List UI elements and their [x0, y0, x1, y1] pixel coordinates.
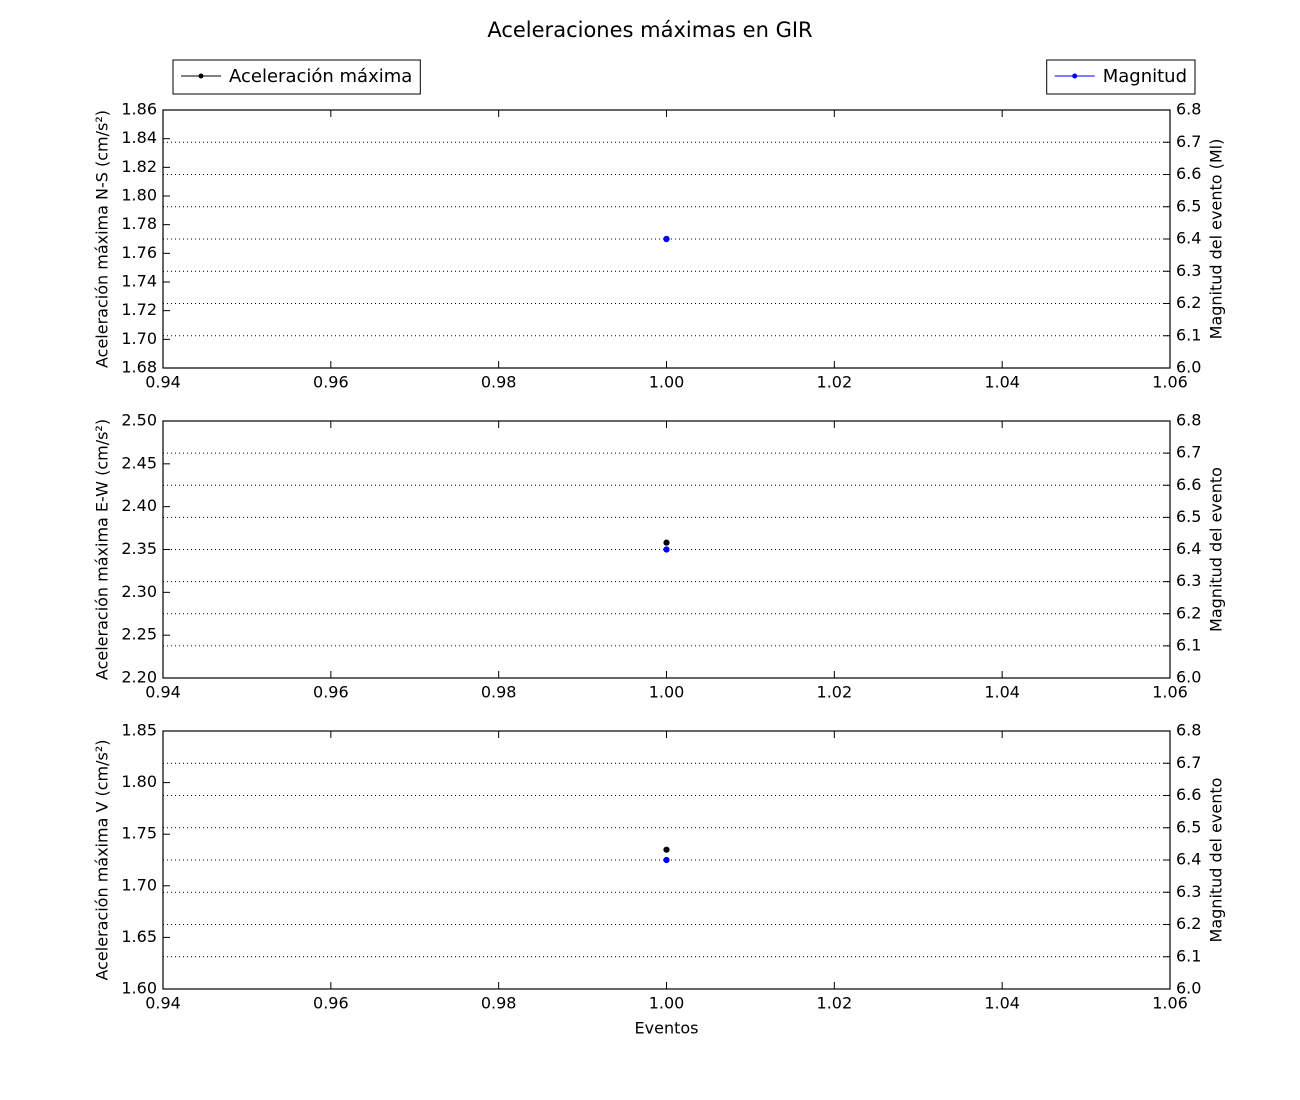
y2-tick-label: 6.2 — [1176, 293, 1201, 312]
y2-tick-label: 6.3 — [1176, 571, 1201, 590]
x-tick-label: 0.96 — [313, 683, 349, 702]
plot-frame — [162, 109, 1171, 369]
x-tick-label: 0.94 — [145, 994, 181, 1013]
x-tick-label: 0.96 — [313, 373, 349, 392]
y-axis-label: Aceleración máxima E-W (cm/s²) — [93, 419, 112, 680]
legend-box — [1046, 59, 1196, 95]
y-tick-label: 2.20 — [121, 668, 157, 687]
y2-tick-label: 6.8 — [1176, 100, 1201, 119]
y2-tick-label: 6.3 — [1176, 261, 1201, 280]
y-tick-label: 1.78 — [121, 214, 157, 233]
y2-tick-label: 6.7 — [1176, 443, 1201, 462]
plot-frame — [162, 420, 1171, 679]
y2-tick-label: 6.8 — [1176, 721, 1201, 740]
y2-tick-label: 6.7 — [1176, 132, 1201, 151]
y2-tick-label: 6.8 — [1176, 411, 1201, 430]
x-tick-label: 1.00 — [649, 683, 685, 702]
x-tick-label: 1.04 — [984, 994, 1020, 1013]
y2-tick-label: 6.5 — [1176, 817, 1201, 836]
y2-tick-label: 6.2 — [1176, 914, 1201, 933]
x-tick-label: 1.04 — [984, 373, 1020, 392]
x-tick-label: 0.98 — [481, 994, 517, 1013]
y-tick-label: 1.68 — [121, 358, 157, 377]
y2-tick-label: 6.6 — [1176, 164, 1201, 183]
y-tick-label: 1.75 — [121, 824, 157, 843]
y-tick-label: 2.50 — [121, 411, 157, 430]
data-point — [663, 539, 670, 546]
x-tick-label: 0.94 — [145, 683, 181, 702]
y2-tick-label: 6.0 — [1176, 358, 1201, 377]
x-tick-label: 1.06 — [1152, 994, 1188, 1013]
x-tick-label: 1.02 — [817, 994, 853, 1013]
plot-frame — [162, 730, 1171, 990]
y2-tick-label: 6.4 — [1176, 539, 1201, 558]
chart-title: Aceleraciones máximas en GIR — [487, 18, 812, 42]
y-tick-label: 1.65 — [121, 927, 157, 946]
y-tick-label: 1.70 — [121, 875, 157, 894]
x-tick-label: 0.98 — [481, 373, 517, 392]
y2-tick-label: 6.1 — [1176, 635, 1201, 654]
data-point — [663, 235, 670, 243]
legend-label: Magnitud — [1103, 66, 1187, 87]
y-tick-label: 1.72 — [121, 300, 157, 319]
y-tick-label: 1.70 — [121, 329, 157, 348]
x-tick-label: 0.98 — [481, 683, 517, 702]
x-tick-label: 0.94 — [145, 373, 181, 392]
y-tick-label: 1.74 — [121, 272, 157, 291]
y2-tick-label: 6.1 — [1176, 325, 1201, 344]
x-tick-label: 1.00 — [649, 994, 685, 1013]
x-tick-label: 1.04 — [984, 683, 1020, 702]
y2-tick-label: 6.0 — [1176, 979, 1201, 998]
y2-tick-label: 6.4 — [1176, 229, 1201, 248]
legend-box — [172, 59, 421, 95]
y-tick-label: 2.45 — [121, 453, 157, 472]
y2-tick-label: 6.2 — [1176, 603, 1201, 622]
y2-tick-label: 6.5 — [1176, 196, 1201, 215]
legend-label: Aceleración máxima — [229, 66, 412, 87]
y2-axis-label: Magnitud del evento — [1207, 778, 1226, 943]
data-point — [663, 546, 670, 553]
y-tick-label: 2.35 — [121, 539, 157, 558]
data-point — [663, 846, 670, 853]
y-axis-label: Aceleración máxima V (cm/s²) — [93, 739, 112, 980]
y-tick-label: 1.85 — [121, 721, 157, 740]
x-tick-label: 1.02 — [817, 683, 853, 702]
x-tick-label: 1.06 — [1152, 683, 1188, 702]
y-tick-label: 1.86 — [121, 100, 157, 119]
x-tick-label: 1.06 — [1152, 373, 1188, 392]
y2-tick-label: 6.4 — [1176, 850, 1201, 869]
y-tick-label: 1.80 — [121, 772, 157, 791]
legend: Aceleración máxima — [172, 59, 421, 95]
y-tick-label: 2.30 — [121, 582, 157, 601]
y-tick-label: 2.25 — [121, 625, 157, 644]
y-tick-label: 1.80 — [121, 186, 157, 205]
y-tick-label: 1.84 — [121, 128, 157, 147]
legend-marker — [1072, 73, 1078, 79]
y-tick-label: 2.40 — [121, 496, 157, 515]
y-tick-label: 1.82 — [121, 157, 157, 176]
y2-tick-label: 6.7 — [1176, 753, 1201, 772]
legend-marker — [198, 73, 204, 79]
y2-tick-label: 6.5 — [1176, 507, 1201, 526]
y2-axis-label: Magnitud del evento — [1207, 467, 1226, 632]
y2-tick-label: 6.6 — [1176, 785, 1201, 804]
y-tick-label: 1.60 — [121, 979, 157, 998]
x-axis-label: Eventos — [635, 1019, 699, 1038]
data-point — [663, 856, 670, 864]
x-tick-label: 1.00 — [649, 373, 685, 392]
x-tick-label: 0.96 — [313, 994, 349, 1013]
y2-tick-label: 6.0 — [1176, 668, 1201, 687]
x-tick-label: 1.02 — [817, 373, 853, 392]
y-axis-label: Aceleración máxima N-S (cm/s²) — [93, 110, 112, 368]
y2-tick-label: 6.1 — [1176, 946, 1201, 965]
y2-axis-label: Magnitud del evento (Ml) — [1207, 139, 1226, 340]
legend: Magnitud — [1046, 59, 1196, 95]
y2-tick-label: 6.3 — [1176, 882, 1201, 901]
y-tick-label: 1.76 — [121, 243, 157, 262]
y2-tick-label: 6.6 — [1176, 475, 1201, 494]
